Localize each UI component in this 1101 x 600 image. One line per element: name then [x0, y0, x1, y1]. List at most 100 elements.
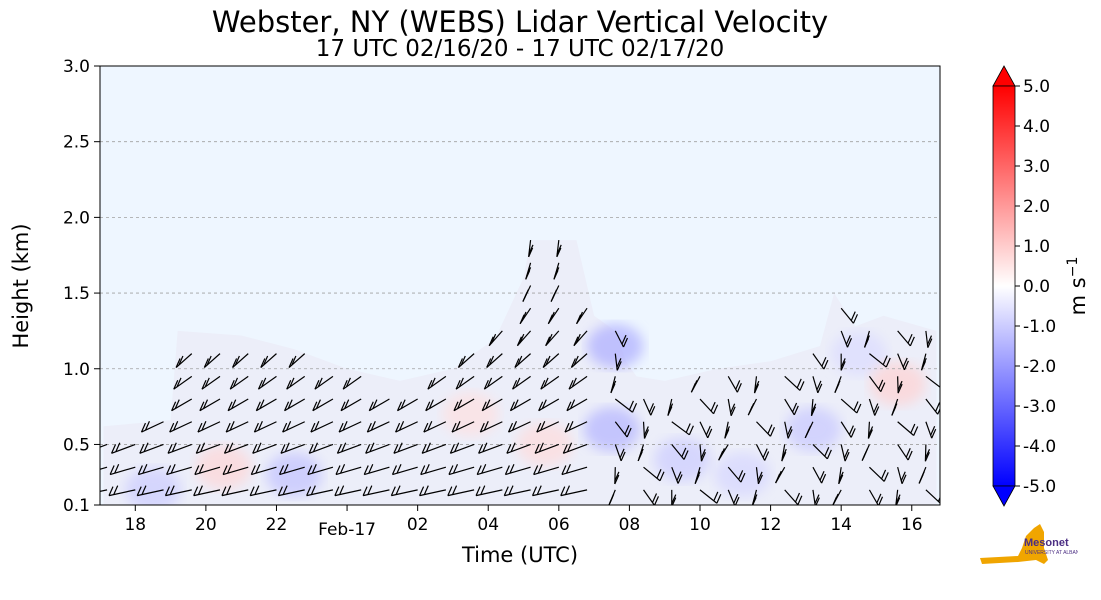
wind-barb-flag: [862, 448, 869, 458]
wind-barb: [694, 466, 701, 484]
wind-barb-flag: [231, 399, 237, 409]
wind-barb-flag: [227, 401, 233, 411]
wind-barb-staff: [232, 353, 249, 368]
wind-barb-staff: [335, 466, 362, 476]
wind-barb-staff: [540, 375, 560, 390]
wind-barb-flag: [533, 465, 539, 475]
wind-barb-flag: [538, 401, 544, 411]
wind-barb: [310, 420, 334, 433]
wind-barb-staff: [812, 489, 816, 505]
wind-barb-flag: [226, 485, 232, 495]
wind-barb-flag: [222, 465, 228, 475]
wind-barb: [699, 444, 707, 462]
wind-barb: [753, 376, 760, 394]
wind-barb-flag: [873, 403, 879, 413]
wind-barb-flag: [171, 401, 177, 411]
wind-barb: [671, 421, 694, 436]
wind-barb-flag: [688, 425, 694, 436]
wind-barb: [536, 420, 560, 433]
wind-barb-flag: [926, 335, 933, 345]
wind-barb: [643, 466, 665, 482]
wind-barb: [784, 489, 803, 505]
wind-barb-flag: [423, 422, 429, 433]
wind-barb-flag: [481, 401, 487, 411]
wind-barb-flag: [537, 463, 543, 474]
wind-barb-staff: [784, 421, 789, 439]
wind-barb-staff: [139, 443, 164, 454]
wind-barb: [457, 353, 475, 368]
wind-barb: [925, 489, 940, 504]
wind-barb: [560, 485, 588, 497]
wind-barb: [897, 444, 913, 461]
wind-barb-flag: [204, 377, 210, 388]
wind-barb-staff: [840, 398, 858, 414]
wind-barb-flag: [713, 404, 719, 414]
wind-barb-staff: [699, 489, 718, 504]
wind-barb-flag: [234, 355, 240, 366]
wind-barb: [812, 444, 832, 460]
wind-barb: [222, 463, 249, 476]
colorbar-tick-label: -2.0: [1023, 357, 1056, 377]
wind-barb: [810, 398, 817, 417]
wind-barb-flag: [560, 486, 566, 496]
wind-barb-staff: [194, 466, 221, 476]
wind-barb-staff: [512, 375, 531, 390]
wind-barb-staff: [367, 421, 390, 433]
wind-barb-flag: [844, 451, 850, 462]
wind-barb: [197, 420, 221, 433]
wind-barb-flag: [609, 493, 615, 504]
wind-barb: [614, 421, 632, 438]
wind-barb: [453, 398, 475, 412]
wind-barb: [614, 444, 626, 462]
wind-barb-flag: [700, 448, 706, 459]
wind-barb: [918, 466, 927, 484]
wind-barb-flag: [143, 442, 149, 452]
wind-barb: [393, 442, 418, 454]
wind-barb: [832, 489, 842, 505]
wind-barb-flag: [799, 381, 805, 391]
wind-barb-staff: [561, 466, 588, 476]
wind-barb-staff: [171, 398, 193, 412]
wind-barb: [519, 307, 532, 325]
wind-barb-flag: [336, 444, 342, 454]
wind-barb: [812, 353, 829, 370]
wind-barb-flag: [369, 442, 375, 452]
wind-barb-staff: [671, 421, 690, 436]
wind-barb-flag: [824, 447, 830, 457]
wind-barb-flag: [846, 338, 853, 348]
wind-barb: [340, 398, 362, 412]
wind-barb-flag: [556, 244, 562, 255]
wind-barb-flag: [284, 442, 290, 452]
wind-barb: [891, 398, 899, 416]
wind-barb: [421, 442, 447, 454]
wind-barb-flag: [203, 358, 209, 368]
wind-barb: [171, 398, 193, 412]
wind-barb-flag: [136, 486, 142, 496]
wind-barb-flag: [545, 336, 551, 346]
wind-barb-flag: [449, 444, 455, 454]
wind-barb: [503, 485, 531, 497]
wind-barb: [637, 444, 645, 462]
wind-barb-flag: [895, 494, 901, 504]
x-tick-label: 10: [689, 515, 711, 535]
wind-barb-flag: [367, 485, 373, 495]
wind-barb-staff: [532, 489, 559, 497]
wind-barb-flag: [338, 422, 344, 433]
wind-barb-staff: [338, 421, 362, 433]
wind-barb-staff: [260, 353, 277, 368]
wind-barb-flag: [390, 486, 396, 496]
wind-barb: [307, 463, 334, 476]
wind-barb: [449, 442, 475, 454]
velocity-patch: [784, 407, 841, 452]
wind-barb: [199, 398, 221, 412]
wind-barb: [100, 443, 108, 448]
wind-barb-flag: [421, 444, 427, 454]
wind-barb-flag: [571, 377, 577, 388]
wind-barb-staff: [203, 353, 221, 368]
wind-barb-staff: [812, 376, 819, 394]
wind-barb-staff: [643, 489, 655, 505]
wind-barb-flag: [762, 448, 768, 458]
wind-barb-flag: [335, 465, 341, 475]
wind-barb-flag: [315, 399, 321, 409]
wind-barb: [108, 485, 136, 497]
